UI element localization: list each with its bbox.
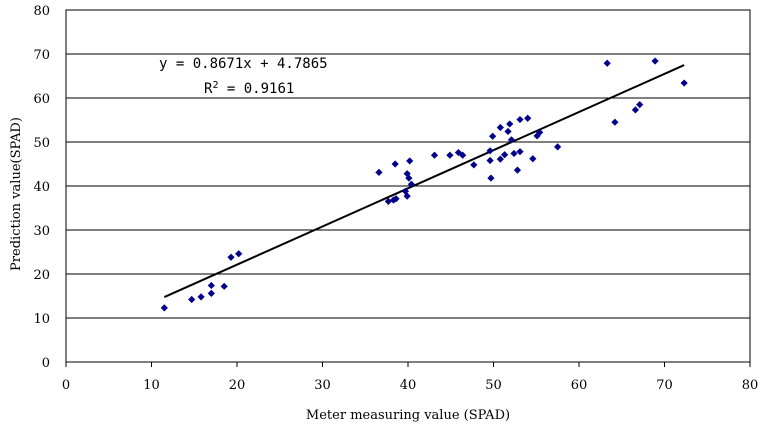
y-tick-label: 20 bbox=[33, 268, 50, 283]
data-point bbox=[554, 143, 562, 151]
data-point bbox=[207, 281, 215, 290]
x-axis-title: Meter measuring value (SPAD) bbox=[306, 408, 510, 423]
r-squared-exponent: 2 bbox=[212, 80, 218, 91]
data-point bbox=[487, 174, 495, 182]
data-point bbox=[524, 114, 532, 122]
data-point bbox=[529, 155, 537, 163]
data-point bbox=[507, 136, 516, 144]
data-point bbox=[430, 151, 439, 159]
x-tick-label: 70 bbox=[656, 378, 673, 393]
data-point bbox=[486, 156, 494, 165]
regression-equation: y = 0.8671x + 4.7865 bbox=[159, 56, 328, 72]
data-point bbox=[516, 148, 524, 156]
y-tick-label: 40 bbox=[33, 180, 50, 195]
data-point bbox=[403, 192, 411, 200]
data-point bbox=[611, 118, 619, 126]
data-point bbox=[510, 149, 518, 158]
data-point bbox=[486, 147, 494, 155]
x-tick-label: 0 bbox=[62, 378, 70, 393]
data-point bbox=[197, 293, 205, 301]
data-point bbox=[501, 151, 509, 159]
y-tick-label: 60 bbox=[33, 92, 50, 107]
r-squared-label: R2 = 0.9161 bbox=[204, 80, 294, 98]
x-tick-label: 50 bbox=[485, 378, 502, 393]
data-point bbox=[407, 180, 416, 188]
y-tick-label: 80 bbox=[33, 4, 50, 19]
x-tick-label: 20 bbox=[229, 378, 246, 393]
data-point bbox=[235, 250, 243, 258]
y-tick-label: 10 bbox=[33, 312, 50, 327]
data-point bbox=[384, 197, 392, 205]
data-point bbox=[470, 161, 478, 169]
data-point bbox=[536, 128, 544, 136]
x-tick-label: 60 bbox=[571, 378, 588, 393]
y-tick-label: 0 bbox=[42, 356, 50, 371]
y-axis-title: Prediction value(SPAD) bbox=[9, 117, 24, 271]
data-point bbox=[406, 157, 414, 165]
x-tick-label: 30 bbox=[314, 378, 331, 393]
data-point bbox=[651, 57, 659, 65]
gridlines bbox=[66, 53, 750, 319]
data-point bbox=[207, 289, 215, 297]
data-point bbox=[496, 155, 504, 163]
data-point bbox=[636, 101, 644, 109]
data-point bbox=[391, 160, 399, 168]
data-point bbox=[489, 132, 497, 140]
data-point bbox=[680, 79, 688, 87]
y-tick-label: 70 bbox=[33, 48, 50, 63]
trendline-group bbox=[163, 64, 685, 298]
x-tick-label: 10 bbox=[143, 378, 160, 393]
data-point bbox=[220, 282, 228, 290]
x-tick-labels: 0 10 20 30 40 50 60 70 80 bbox=[62, 362, 758, 393]
data-point bbox=[513, 166, 522, 174]
r-squared-symbol: R bbox=[204, 81, 213, 97]
data-point bbox=[403, 170, 411, 178]
trendline bbox=[163, 64, 685, 298]
data-point bbox=[446, 151, 454, 159]
x-tick-label: 40 bbox=[400, 378, 417, 393]
data-point bbox=[389, 196, 398, 204]
data-point bbox=[405, 174, 413, 182]
y-tick-label: 30 bbox=[33, 224, 50, 239]
data-point bbox=[227, 253, 235, 261]
data-point bbox=[188, 295, 196, 304]
r-squared-value: = 0.9161 bbox=[218, 81, 294, 97]
data-point bbox=[603, 59, 611, 67]
y-tick-label: 50 bbox=[33, 136, 50, 151]
data-point bbox=[533, 132, 541, 140]
data-point bbox=[516, 115, 524, 124]
data-point bbox=[459, 151, 467, 159]
y-tick-labels: 0 10 20 30 40 50 60 70 80 bbox=[33, 4, 50, 371]
data-point bbox=[506, 120, 514, 128]
data-point bbox=[504, 127, 512, 136]
data-point bbox=[631, 106, 640, 114]
x-tick-label: 80 bbox=[742, 378, 759, 393]
data-points bbox=[160, 57, 688, 312]
data-point bbox=[496, 123, 504, 132]
data-point bbox=[160, 304, 168, 312]
data-point bbox=[375, 168, 383, 176]
data-point bbox=[392, 195, 400, 203]
